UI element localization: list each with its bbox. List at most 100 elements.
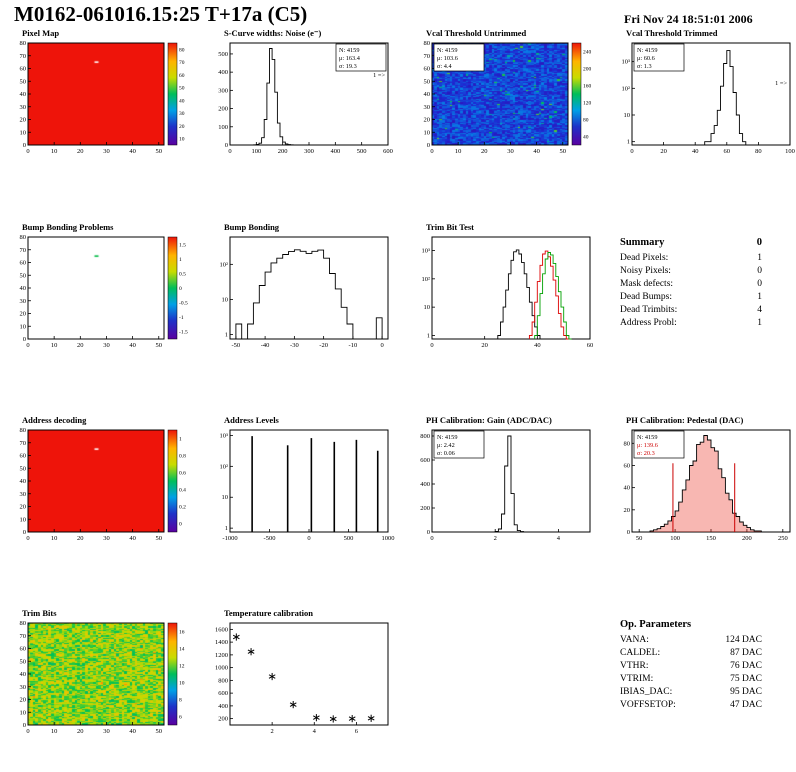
svg-text:40: 40: [20, 478, 27, 485]
svg-text:20: 20: [481, 148, 488, 155]
summary-value: 1: [757, 253, 762, 263]
svg-text:2: 2: [494, 535, 497, 542]
svg-text:12: 12: [179, 664, 185, 670]
svg-text:0: 0: [23, 722, 26, 729]
svg-text:10: 10: [51, 728, 58, 735]
svg-text:10³: 10³: [422, 248, 431, 255]
op-parameter-label: CALDEL:: [620, 648, 661, 658]
svg-text:μ: 103.6: μ: 103.6: [437, 55, 458, 62]
svg-text:50: 50: [156, 535, 163, 542]
svg-text:40: 40: [533, 148, 540, 155]
svg-text:10: 10: [20, 129, 27, 136]
svg-text:10: 10: [424, 304, 431, 311]
svg-text:50: 50: [636, 535, 643, 542]
svg-text:1: 1: [225, 525, 228, 532]
svg-text:50: 50: [560, 148, 567, 155]
svg-text:150: 150: [706, 535, 716, 542]
svg-text:50: 50: [20, 658, 27, 665]
plot-title: Vcal Threshold Trimmed: [626, 28, 718, 38]
svg-text:10³: 10³: [220, 432, 229, 439]
svg-text:N: 4159: N: 4159: [339, 47, 359, 54]
svg-text:30: 30: [424, 104, 431, 111]
op-parameter-label: VTRIM:: [620, 674, 654, 684]
svg-text:10: 10: [424, 129, 431, 136]
svg-text:1: 1: [627, 139, 630, 146]
svg-text:20: 20: [660, 148, 667, 155]
svg-text:-20: -20: [319, 342, 328, 349]
vcal-untrimmed-plot: 0 10 20 30 40 50 0 10 20 30 40 50 60 70 80 240 200 160 120…: [406, 39, 602, 161]
plot-title: Temperature calibration: [224, 608, 314, 618]
svg-text:60: 60: [20, 453, 27, 460]
svg-text:300: 300: [218, 87, 228, 94]
svg-text:50: 50: [20, 465, 27, 472]
svg-text:10: 10: [222, 296, 229, 303]
svg-text:μ: 2.42: μ: 2.42: [437, 442, 455, 449]
svg-text:10: 10: [51, 342, 58, 349]
svg-text:30: 30: [103, 148, 110, 155]
svg-text:1600: 1600: [215, 626, 228, 633]
svg-text:30: 30: [179, 111, 185, 117]
plot-title: Bump Bonding Problems: [22, 222, 114, 232]
svg-text:200: 200: [583, 67, 592, 73]
svg-text:40: 40: [129, 728, 136, 735]
svg-text:80: 80: [20, 40, 27, 47]
op-parameter-value: 47 DAC: [730, 700, 762, 710]
svg-text:50: 50: [156, 728, 163, 735]
op-parameter-row: CALDEL: 87 DAC: [620, 647, 762, 660]
svg-text:80: 80: [755, 148, 762, 155]
plot-address-levels: Address Levels -1000 -500 0 500 1000 1 10 10² 10…: [204, 415, 400, 553]
vcal-threshold-untrimmed-svg: 0 10 20 30 40 50 0 10 20 30 40 50 60 70 80 240 200 160 120…: [424, 40, 592, 155]
svg-text:10: 10: [20, 516, 27, 523]
svg-text:2: 2: [271, 728, 274, 735]
svg-text:200: 200: [218, 106, 228, 113]
summary-title: Summary: [620, 237, 665, 248]
svg-text:6: 6: [355, 728, 359, 735]
svg-text:1: 1: [427, 332, 430, 339]
svg-text:200: 200: [278, 148, 288, 155]
svg-text:σ: 1.3: σ: 1.3: [637, 63, 652, 70]
plot-address-decoding: Address decoding 0 10 20 30 40 50 0 10 20 30 40 50 6…: [2, 415, 198, 553]
svg-text:80: 80: [20, 620, 27, 627]
svg-text:0: 0: [427, 529, 430, 536]
address-decoding-svg: 0 10 20 30 40 50 0 10 20 30 40 50 60 70 80 1 0.8 0.6 0.4 0.…: [20, 427, 187, 542]
summary-value: 4: [757, 305, 762, 315]
svg-text:40: 40: [20, 285, 27, 292]
svg-text:30: 30: [103, 342, 110, 349]
svg-text:20: 20: [424, 117, 431, 124]
plot-title: S-Curve widths: Noise (e⁻): [224, 28, 322, 38]
bump-bonding-problems-heatmap: [28, 237, 164, 339]
svg-text:400: 400: [330, 148, 340, 155]
op-parameters-title: Op. Parameters: [620, 619, 692, 630]
svg-text:σ: 19.3: σ: 19.3: [339, 63, 357, 70]
op-parameter-value: 76 DAC: [730, 661, 762, 671]
plot-vcal-trimmed: Vcal Threshold Trimmed 0 20 40 60 80 100 1 10 10…: [606, 28, 796, 166]
svg-text:10²: 10²: [220, 261, 229, 268]
svg-text:300: 300: [304, 148, 314, 155]
svg-text:60: 60: [20, 646, 27, 653]
address-decoding-plot: 0 10 20 30 40 50 0 10 20 30 40 50 60 70 80 1 0.8 0.6 0.4 0.…: [2, 426, 198, 548]
svg-text:20: 20: [77, 148, 84, 155]
address-levels-plot: -1000 -500 0 500 1000 1 10 10² 10³: [204, 426, 400, 548]
svg-text:1 =>: 1 =>: [373, 72, 385, 79]
svg-text:N: 4159: N: 4159: [437, 47, 457, 54]
svg-text:μ: 60.6: μ: 60.6: [637, 55, 655, 62]
svg-text:60: 60: [179, 73, 185, 79]
svg-text:0: 0: [427, 142, 430, 149]
plot-trim-bit-test: Trim Bit Test 0 20 40 60 1 10 10² 10³: [406, 222, 602, 360]
op-parameter-value: 124 DAC: [725, 635, 762, 645]
svg-text:0: 0: [179, 286, 182, 292]
temperature-calibration-plot: 2 4 6 200 400 600 800 1000 1200 1400 1600: [204, 619, 400, 741]
svg-text:50: 50: [156, 148, 163, 155]
svg-text:800: 800: [420, 433, 430, 440]
trim-bits-plot: 0 10 20 30 40 50 0 10 20 30 40 50 60 70 80 16 14 12 10 8 6: [2, 619, 198, 741]
plot-title: Address Levels: [224, 415, 279, 425]
op-parameter-row: VOFFSETOP: 47 DAC: [620, 699, 762, 712]
svg-text:20: 20: [20, 117, 27, 124]
svg-text:60: 60: [20, 66, 27, 73]
svg-text:30: 30: [20, 684, 27, 691]
svg-text:500: 500: [344, 535, 354, 542]
plot-title: PH Calibration: Gain (ADC/DAC): [426, 415, 552, 425]
plot-pixel-map: Pixel Map 0 10 20 30 40 50 0 10 20 30 40 50 60 70 80 80…: [2, 28, 198, 166]
